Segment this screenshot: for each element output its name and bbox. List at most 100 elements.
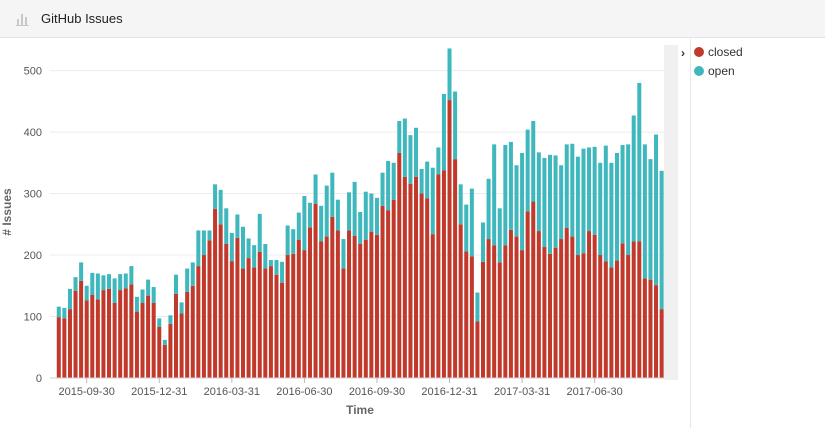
bar-open[interactable] bbox=[190, 262, 195, 286]
bar-closed[interactable] bbox=[486, 239, 491, 378]
bar-closed[interactable] bbox=[185, 291, 190, 378]
bar-closed[interactable] bbox=[291, 253, 296, 378]
bar-open[interactable] bbox=[447, 48, 452, 101]
bar-closed[interactable] bbox=[564, 227, 569, 378]
bar-open[interactable] bbox=[581, 148, 586, 254]
bar-closed[interactable] bbox=[631, 241, 636, 378]
bar-closed[interactable] bbox=[118, 290, 123, 378]
bar-closed[interactable] bbox=[626, 255, 631, 378]
bar-open[interactable] bbox=[631, 115, 636, 242]
bar-closed[interactable] bbox=[107, 288, 112, 378]
bar-open[interactable] bbox=[274, 259, 279, 275]
bar-closed[interactable] bbox=[497, 262, 502, 378]
bar-closed[interactable] bbox=[503, 245, 508, 378]
bar-closed[interactable] bbox=[592, 234, 597, 378]
bar-closed[interactable] bbox=[637, 241, 642, 378]
bar-closed[interactable] bbox=[464, 251, 469, 378]
bar-open[interactable] bbox=[542, 157, 547, 248]
bar-open[interactable] bbox=[246, 238, 251, 259]
bar-closed[interactable] bbox=[307, 227, 312, 378]
bar-open[interactable] bbox=[352, 181, 357, 236]
bar-closed[interactable] bbox=[246, 258, 251, 378]
bar-closed[interactable] bbox=[90, 295, 95, 378]
bar-open[interactable] bbox=[436, 147, 441, 175]
bar-open[interactable] bbox=[67, 288, 72, 310]
bar-closed[interactable] bbox=[330, 216, 335, 378]
bar-open[interactable] bbox=[101, 275, 106, 291]
bar-closed[interactable] bbox=[174, 293, 179, 378]
bar-open[interactable] bbox=[386, 160, 391, 211]
bar-open[interactable] bbox=[374, 197, 379, 235]
bar-open[interactable] bbox=[592, 146, 597, 235]
bar-open[interactable] bbox=[112, 278, 117, 303]
bar-open[interactable] bbox=[380, 172, 385, 206]
bar-open[interactable] bbox=[179, 302, 184, 314]
bar-closed[interactable] bbox=[536, 231, 541, 378]
bar-closed[interactable] bbox=[341, 268, 346, 378]
bar-closed[interactable] bbox=[123, 288, 128, 378]
bar-open[interactable] bbox=[285, 225, 290, 256]
bar-open[interactable] bbox=[62, 307, 67, 319]
bar-closed[interactable] bbox=[436, 174, 441, 379]
bar-closed[interactable] bbox=[620, 243, 625, 378]
bar-open[interactable] bbox=[408, 135, 413, 184]
bar-open[interactable] bbox=[341, 239, 346, 269]
bar-closed[interactable] bbox=[525, 211, 530, 378]
bar-open[interactable] bbox=[129, 266, 134, 285]
bar-open[interactable] bbox=[280, 261, 285, 283]
bar-open[interactable] bbox=[363, 191, 368, 240]
bar-closed[interactable] bbox=[475, 321, 480, 378]
bar-closed[interactable] bbox=[196, 266, 201, 378]
bar-closed[interactable] bbox=[642, 278, 647, 378]
bar-closed[interactable] bbox=[95, 299, 100, 378]
bar-closed[interactable] bbox=[458, 224, 463, 378]
bar-closed[interactable] bbox=[201, 255, 206, 378]
legend-toggle-button[interactable]: › bbox=[676, 45, 690, 61]
bar-open[interactable] bbox=[609, 162, 614, 268]
bar-closed[interactable] bbox=[229, 261, 234, 378]
bar-closed[interactable] bbox=[654, 285, 659, 378]
bar-open[interactable] bbox=[95, 273, 100, 300]
bar-open[interactable] bbox=[168, 315, 173, 324]
bar-open[interactable] bbox=[397, 121, 402, 153]
bar-closed[interactable] bbox=[575, 255, 580, 378]
bar-closed[interactable] bbox=[162, 344, 167, 378]
bar-open[interactable] bbox=[520, 152, 525, 251]
bar-open[interactable] bbox=[252, 245, 257, 268]
bar-open[interactable] bbox=[162, 339, 167, 345]
bar-closed[interactable] bbox=[73, 290, 78, 378]
bar-open[interactable] bbox=[123, 273, 128, 289]
bar-closed[interactable] bbox=[603, 261, 608, 378]
bar-closed[interactable] bbox=[313, 204, 318, 378]
bar-open[interactable] bbox=[564, 144, 569, 228]
bar-open[interactable] bbox=[598, 162, 603, 256]
bar-open[interactable] bbox=[330, 172, 335, 217]
bar-closed[interactable] bbox=[469, 256, 474, 378]
bar-closed[interactable] bbox=[598, 255, 603, 378]
bar-open[interactable] bbox=[458, 184, 463, 225]
bar-open[interactable] bbox=[654, 134, 659, 286]
bar-closed[interactable] bbox=[402, 176, 407, 378]
bar-closed[interactable] bbox=[397, 152, 402, 378]
bar-closed[interactable] bbox=[380, 205, 385, 378]
bar-closed[interactable] bbox=[280, 282, 285, 378]
bar-closed[interactable] bbox=[319, 241, 324, 378]
bar-open[interactable] bbox=[107, 274, 112, 289]
bar-open[interactable] bbox=[302, 196, 307, 251]
bar-open[interactable] bbox=[369, 193, 374, 232]
bar-open[interactable] bbox=[481, 222, 486, 262]
bar-closed[interactable] bbox=[547, 253, 552, 378]
bar-open[interactable] bbox=[614, 152, 619, 261]
bar-open[interactable] bbox=[469, 188, 474, 257]
bar-open[interactable] bbox=[319, 205, 324, 242]
bar-closed[interactable] bbox=[146, 295, 151, 378]
bar-open[interactable] bbox=[659, 170, 664, 310]
bar-open[interactable] bbox=[185, 268, 190, 292]
bar-closed[interactable] bbox=[358, 243, 363, 378]
legend-item-open[interactable]: open bbox=[694, 61, 743, 80]
bar-closed[interactable] bbox=[112, 302, 117, 378]
bar-open[interactable] bbox=[525, 129, 530, 212]
bar-closed[interactable] bbox=[240, 268, 245, 378]
bar-open[interactable] bbox=[441, 93, 446, 171]
bar-closed[interactable] bbox=[213, 208, 218, 378]
